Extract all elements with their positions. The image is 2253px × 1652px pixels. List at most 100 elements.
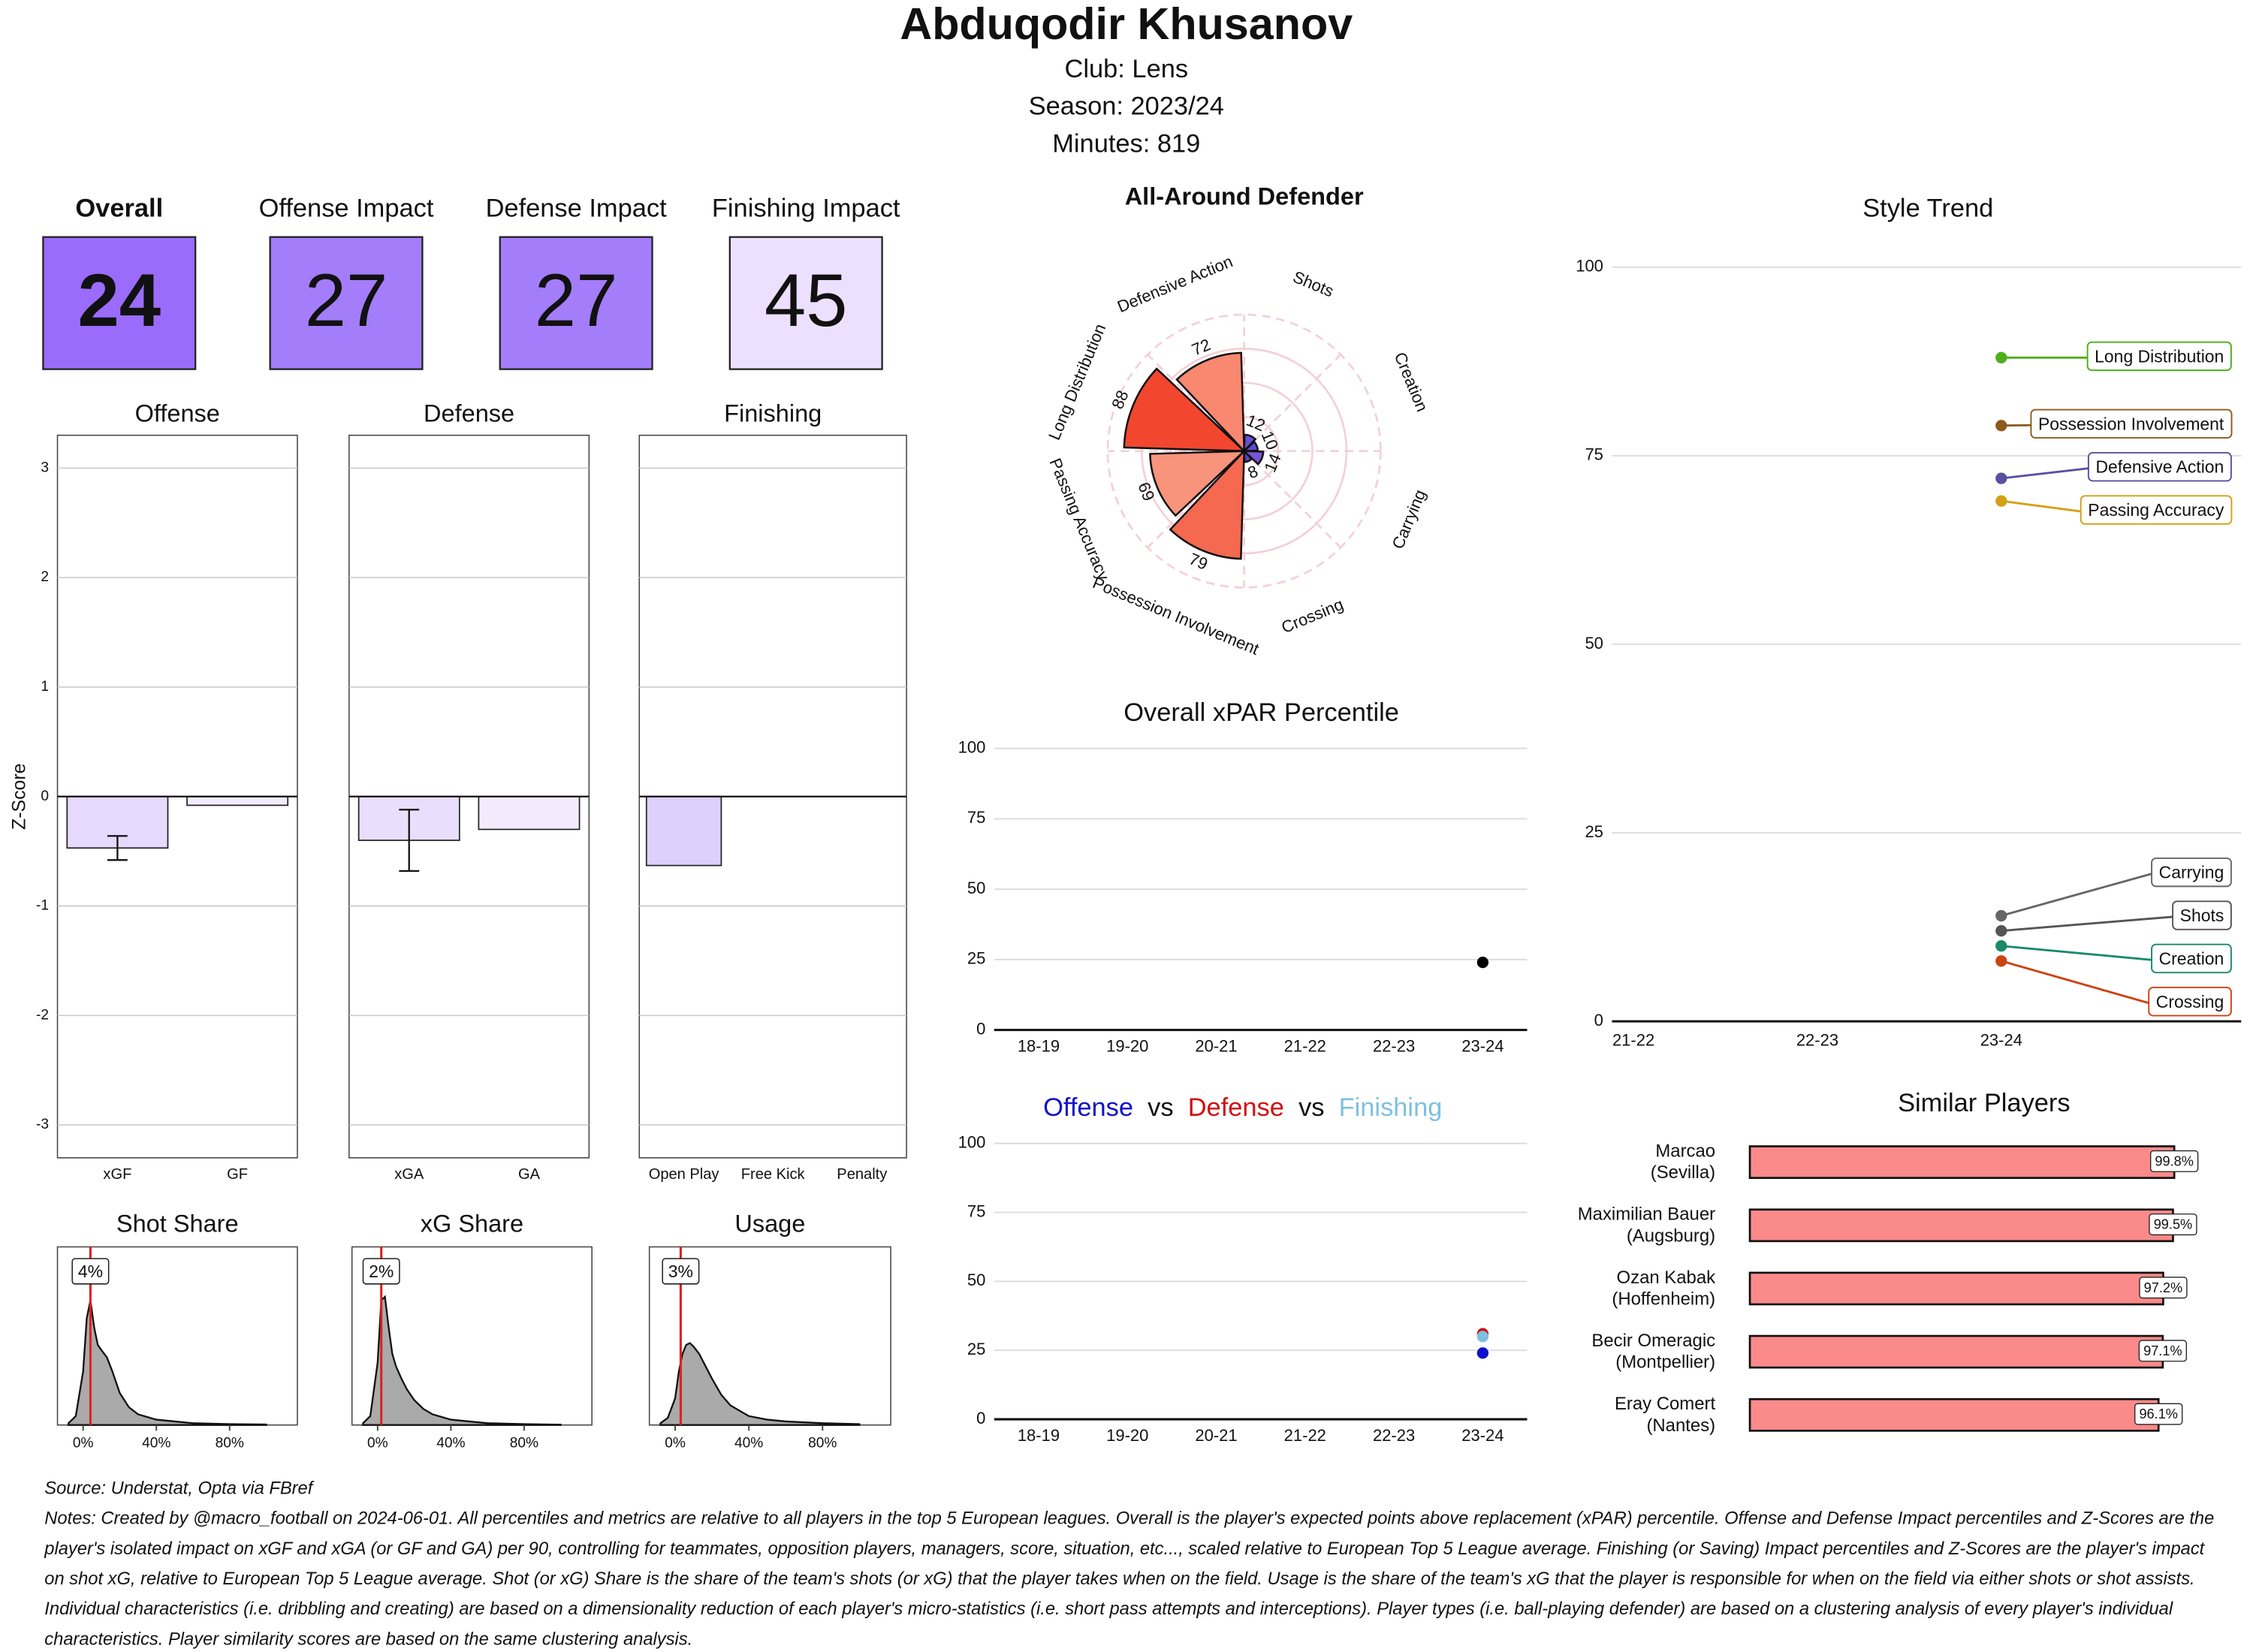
y-tick-label: -1 xyxy=(36,898,49,914)
chart-title: Offense vs Defense vs Finishing xyxy=(1043,1093,1442,1122)
polar-bar xyxy=(1175,351,1245,454)
category-label: Creation xyxy=(1391,349,1432,414)
x-tick-label: Open Play xyxy=(649,1166,719,1183)
tile-value: 27 xyxy=(535,259,618,342)
x-tick-label: 40% xyxy=(142,1436,170,1452)
y-tick-label: 50 xyxy=(967,879,985,897)
label-connector xyxy=(2001,960,2149,1005)
player-name: Maximilian Bauer xyxy=(1578,1204,1715,1225)
x-tick-label: 20-21 xyxy=(1195,1036,1237,1055)
marker-label: 4% xyxy=(78,1262,103,1281)
polar-bar xyxy=(1149,450,1247,517)
source-note: Source: Understat, Opta via FBref xyxy=(44,1478,313,1499)
tile-value: 45 xyxy=(765,259,848,342)
y-tick-label: 50 xyxy=(967,1271,985,1289)
x-tick-label: 80% xyxy=(510,1436,538,1452)
marker-label-box xyxy=(71,1258,110,1285)
density-area xyxy=(659,1342,861,1426)
value-label: 88 xyxy=(1108,387,1132,411)
x-tick-label: 21-22 xyxy=(1284,1036,1326,1055)
point xyxy=(1995,924,2007,937)
marker-label: 2% xyxy=(369,1262,394,1281)
player-club: (Nantes) xyxy=(1646,1415,1715,1436)
y-tick-label: 100 xyxy=(1576,257,1603,276)
x-tick-label: xGF xyxy=(103,1166,131,1183)
y-tick-label: 3 xyxy=(41,460,49,475)
y-tick-label: 50 xyxy=(1585,634,1603,653)
y-tick-label: 0 xyxy=(41,788,49,804)
value-label-box xyxy=(2149,1213,2197,1236)
tile-value: 24 xyxy=(77,259,161,342)
value-label: 97.1% xyxy=(2143,1343,2182,1358)
player-name: Eray Comert xyxy=(1615,1394,1716,1414)
bar xyxy=(645,795,722,867)
x-tick-label: 18-19 xyxy=(1018,1426,1060,1445)
player-club: (Augsburg) xyxy=(1627,1225,1715,1246)
marker-label: 3% xyxy=(668,1262,693,1281)
notes: Notes: Created by @macro_football on 202… xyxy=(44,1508,2215,1650)
y-tick-label: 0 xyxy=(976,1019,985,1038)
panel-title: Shot Share xyxy=(116,1210,239,1237)
label-connector xyxy=(2001,945,2152,961)
legend-box xyxy=(2172,900,2232,930)
category-label: Carrying xyxy=(1389,487,1430,551)
polar-bar xyxy=(1241,450,1265,466)
tile-label: Overall xyxy=(75,194,163,222)
x-tick-label: 40% xyxy=(436,1436,465,1452)
polar-bar xyxy=(1123,367,1247,453)
player-name: Abduqodir Khusanov xyxy=(900,0,1353,49)
y-tick-label: 25 xyxy=(1585,822,1603,841)
category-label: Long Distribution xyxy=(1045,321,1109,443)
spoke xyxy=(1243,354,1342,452)
legend-entry: Possession Involvement xyxy=(2038,414,2224,433)
point xyxy=(1995,420,2007,432)
season: Season: 2023/24 xyxy=(1029,92,1224,121)
point xyxy=(1995,955,2007,967)
x-tick-label: GF xyxy=(227,1166,248,1183)
x-tick-label: Penalty xyxy=(837,1166,887,1183)
value-label: 97.2% xyxy=(2144,1280,2182,1295)
panel-title: Defense xyxy=(424,399,514,427)
x-tick-label: 0% xyxy=(367,1436,388,1452)
error-bar xyxy=(399,809,420,873)
label-connector xyxy=(2001,873,2152,917)
legend-entry: Passing Accuracy xyxy=(2088,500,2224,520)
legend-box xyxy=(2030,408,2233,439)
x-tick-label: GA xyxy=(518,1166,541,1183)
tile-box xyxy=(728,236,883,370)
player-club: (Sevilla) xyxy=(1651,1162,1715,1183)
tile-box xyxy=(42,236,197,370)
value-label-box xyxy=(2134,1403,2183,1425)
bar xyxy=(1748,1271,2164,1306)
legend-entry: Offense xyxy=(1043,1093,1133,1122)
density-area xyxy=(68,1300,267,1426)
grid-ring xyxy=(1175,381,1313,520)
category-label: Shots xyxy=(1290,267,1337,301)
error-bar xyxy=(107,835,128,861)
x-tick-label: 40% xyxy=(734,1436,763,1452)
value-label-box xyxy=(2149,1150,2199,1172)
label-connector xyxy=(2001,499,2081,513)
density-area xyxy=(362,1295,562,1426)
legend-box xyxy=(2151,857,2232,888)
value-label: 99.5% xyxy=(2154,1217,2192,1232)
x-tick-label: 19-20 xyxy=(1106,1036,1148,1055)
panel-title: xG Share xyxy=(421,1210,523,1237)
label-connector xyxy=(2001,467,2089,480)
x-tick-label: 18-19 xyxy=(1018,1036,1060,1055)
category-label: Possession Involvement xyxy=(1090,573,1262,659)
legend-entry: Creation xyxy=(2159,948,2224,968)
value-label: 14 xyxy=(1260,451,1284,475)
panel-title: Finishing xyxy=(724,399,822,427)
x-tick-label: 22-23 xyxy=(1373,1426,1415,1445)
y-tick-label: 0 xyxy=(1594,1011,1603,1029)
y-tick-label: 25 xyxy=(967,949,985,968)
chart-title: Style Trend xyxy=(1862,194,1993,222)
x-tick-label: 0% xyxy=(73,1436,94,1452)
category-label: Passing Accuracy xyxy=(1046,456,1114,583)
point xyxy=(1476,956,1489,969)
tile-value: 27 xyxy=(305,259,388,342)
y-tick-label: -3 xyxy=(36,1117,49,1132)
